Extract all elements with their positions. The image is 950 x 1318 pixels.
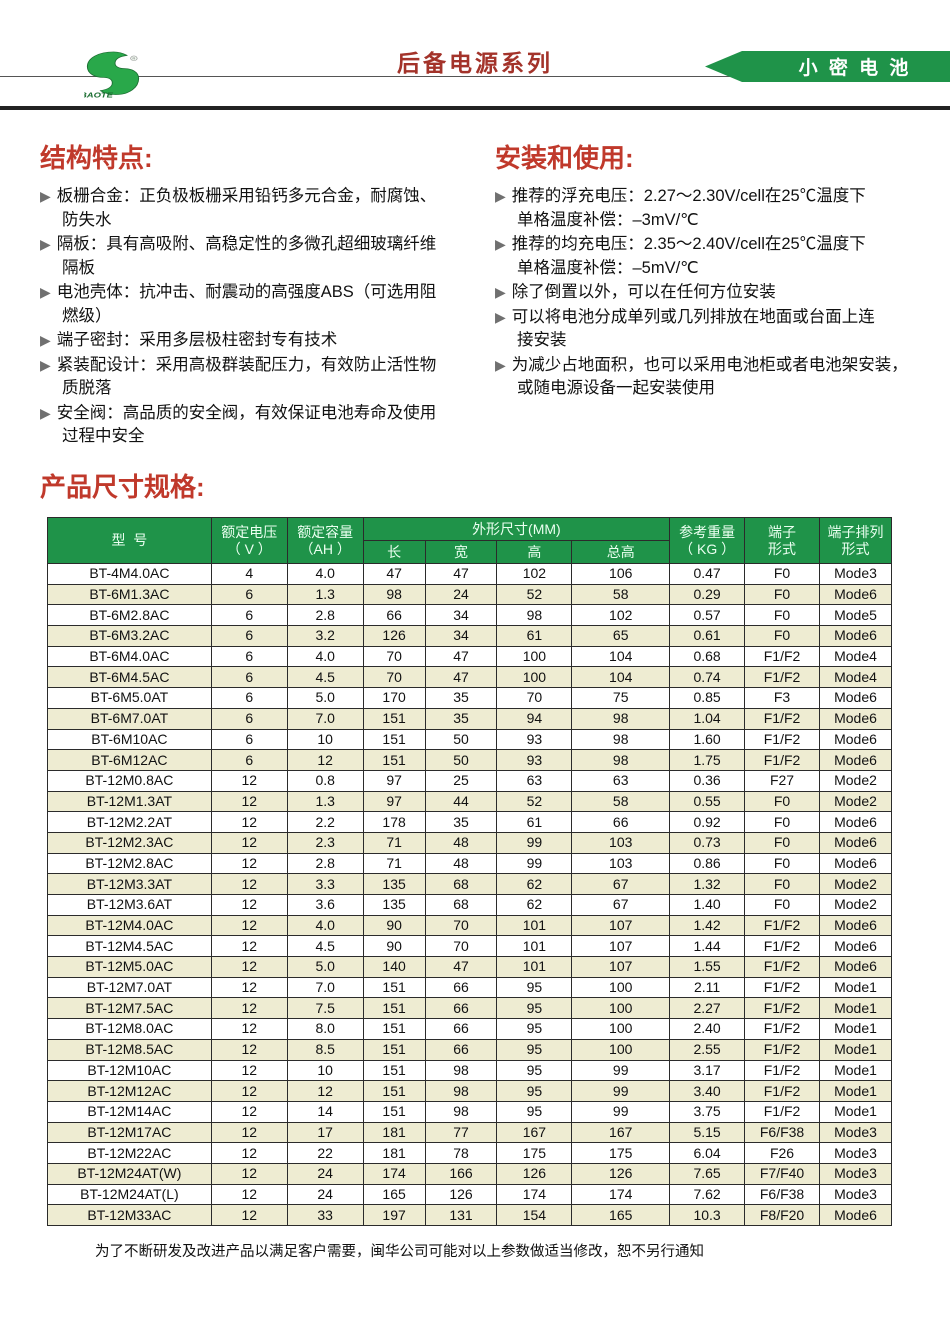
svg-text:BAOTE: BAOTE <box>84 92 114 98</box>
svg-text:小 密 电 池: 小 密 电 池 <box>799 56 912 79</box>
svg-text:R: R <box>132 57 135 60</box>
